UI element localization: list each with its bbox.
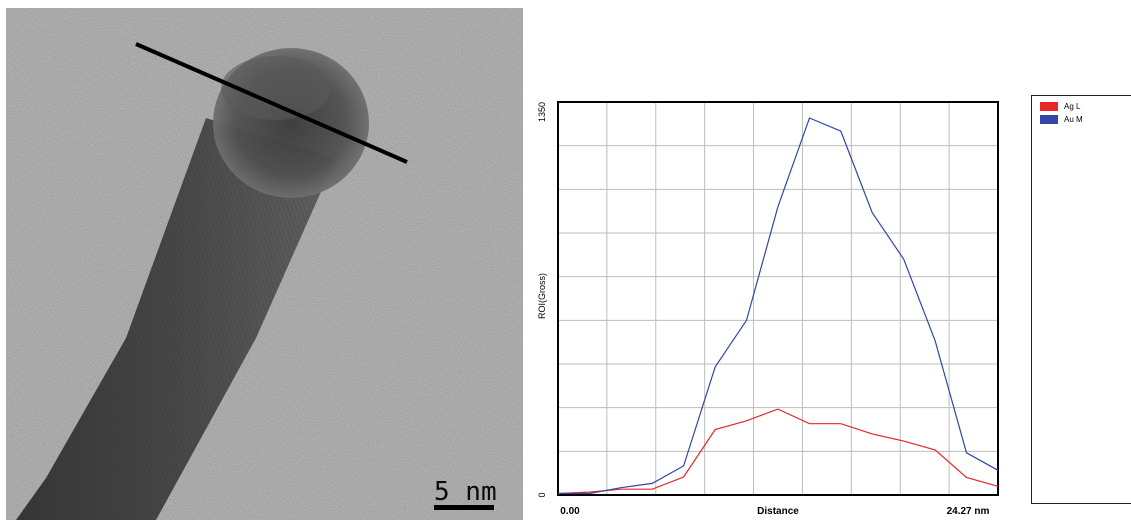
- y-axis-label: ROI(Gross): [537, 273, 547, 319]
- scale-bar: 5 nm: [434, 477, 497, 510]
- legend-label-au: Au M: [1064, 114, 1083, 124]
- legend-label-ag: Ag L: [1064, 101, 1081, 111]
- tem-micrograph: 5 nm: [6, 8, 523, 520]
- scale-bar-label: 5 nm: [434, 477, 497, 507]
- chart-legend: Ag L Au M: [1031, 95, 1131, 504]
- line-scan-chart: 1350 0 ROI(Gross) 0.00 24.27 nm Distance: [528, 96, 1028, 521]
- x-tick-min: 0.00: [560, 506, 580, 517]
- legend-item-au: Au M: [1040, 114, 1083, 124]
- legend-item-ag: Ag L: [1040, 101, 1080, 111]
- chart-series: [557, 117, 999, 495]
- y-tick-max: 1350: [537, 102, 547, 122]
- legend-swatch-au: [1040, 114, 1058, 124]
- plot-frame: [557, 101, 999, 496]
- series-line-au-m: [558, 117, 999, 495]
- nanorod: [16, 118, 336, 520]
- legend-swatch-ag: [1040, 101, 1058, 111]
- chart-grid: [558, 102, 998, 495]
- line-scan-marker: [135, 42, 408, 164]
- x-axis-label: Distance: [757, 506, 799, 517]
- x-tick-max: 24.27 nm: [947, 506, 990, 517]
- series-line-ag-l: [557, 408, 999, 495]
- y-tick-min: 0: [537, 492, 547, 497]
